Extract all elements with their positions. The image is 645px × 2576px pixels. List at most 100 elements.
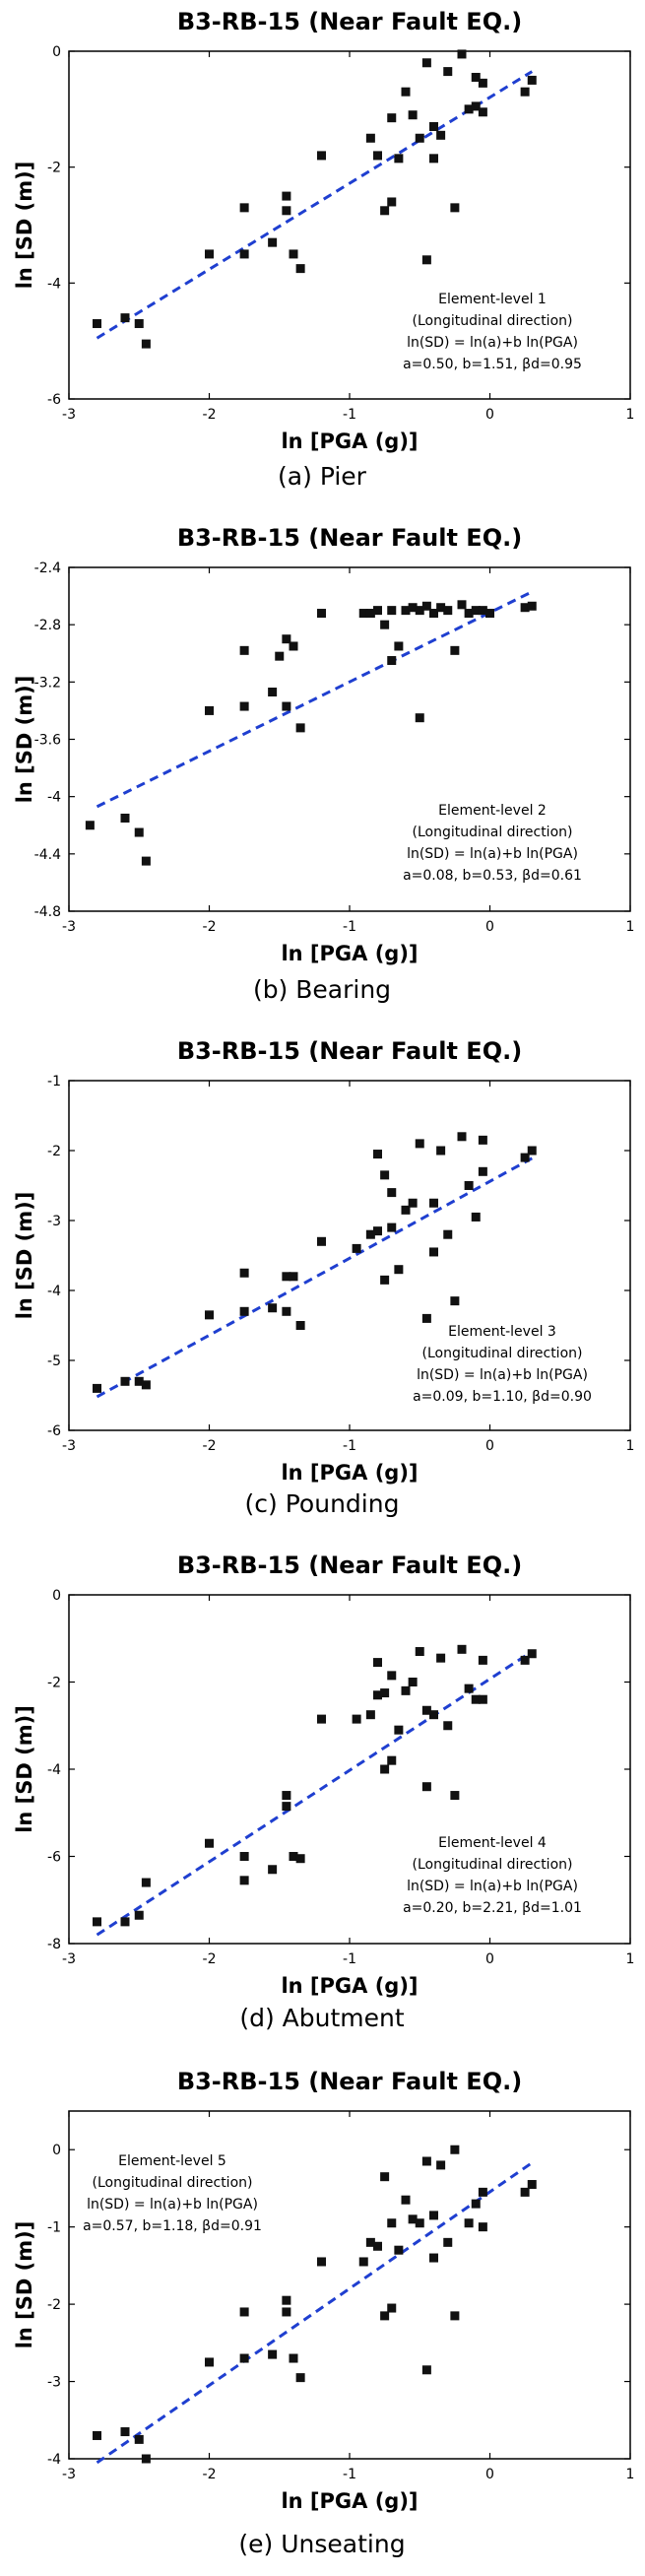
data-point [408,1198,418,1208]
data-point [436,130,446,140]
data-point [120,813,130,823]
data-point [239,203,249,213]
data-point [450,2145,460,2154]
annotation-line: ln(SD) = ln(a)+b ln(PGA) [87,2197,258,2213]
data-point [205,2357,214,2367]
data-point [365,2237,375,2247]
data-point [352,1243,361,1253]
data-point [387,197,397,207]
data-point [141,1878,151,1887]
data-point [120,1376,130,1386]
data-point [205,1310,214,1320]
x-tick-label: 1 [626,1951,635,1967]
data-point [295,1321,305,1330]
annotation-line: ln(SD) = ln(a)+b ln(PGA) [407,1879,578,1894]
data-point [464,104,474,114]
data-point [520,87,530,97]
data-point [443,1721,453,1731]
annotation-line: ln(SD) = ln(a)+b ln(PGA) [407,335,578,351]
annotation-line: ln(SD) = ln(a)+b ln(PGA) [417,1367,588,1383]
data-point [387,656,397,666]
annotation-line: (Longitudinal direction) [413,313,573,329]
panel-caption: (d) Abutment [239,2004,405,2032]
data-point [93,319,101,329]
data-point [527,601,537,611]
data-point [429,609,438,619]
data-point [268,237,278,247]
y-tick-label: -3.6 [34,733,61,749]
data-point [478,107,487,117]
data-point [282,634,291,644]
data-point [358,2257,368,2267]
data-point [387,606,397,616]
x-tick-label: -2 [203,407,217,423]
data-point [478,2222,487,2232]
regression-line [96,1650,534,1937]
data-point [141,2454,151,2464]
chart-title: B3-RB-15 (Near Fault EQ.) [177,8,522,35]
x-tick-label: 0 [485,2467,494,2482]
data-point [527,2180,537,2190]
data-point [239,1268,249,1278]
data-point [282,191,291,201]
data-point [373,1226,382,1236]
data-point [239,1852,249,1861]
panel-4: B3-RB-15 (Near Fault EQ.) -3 -2 -1 0 1 -8 -6 -4 -… [13,1552,634,2032]
y-tick-label: -4 [47,1284,61,1299]
x-tick-label: 0 [485,407,494,423]
y-tick-label: -2 [47,1676,61,1691]
y-tick-label: -4 [47,1762,61,1778]
data-point [408,2214,418,2224]
data-point [478,1694,487,1704]
data-point [394,2245,404,2255]
data-point [134,827,144,837]
data-point [295,1854,305,1864]
data-point [387,1671,397,1681]
data-point [268,688,278,697]
data-point [471,1212,481,1222]
data-point [380,1170,390,1180]
x-tick-label: 0 [485,919,494,935]
data-point [365,1229,375,1239]
data-point [275,651,285,661]
data-point [421,2156,431,2166]
x-tick-label: -2 [203,1438,217,1454]
data-point [239,1306,249,1316]
annotation-line: Element-level 2 [438,803,547,819]
data-point [85,821,95,830]
data-point [408,1678,418,1686]
x-tick-label: -1 [343,919,356,935]
data-point [421,2365,431,2375]
data-point [450,645,460,655]
y-axis-label: ln [SD (m)] [13,1192,36,1320]
y-tick-label: -2.4 [34,561,61,576]
annotation-line: Element-level 4 [438,1835,547,1851]
panel-caption: (a) Pier [278,462,367,491]
data-point [387,1222,397,1232]
annotation-line: a=0.09, b=1.10, βd=0.90 [413,1389,592,1405]
data-point [358,609,368,619]
data-point [421,1313,431,1323]
data-point [471,2199,481,2209]
data-point [317,1714,326,1724]
x-tick-label: -1 [343,1438,356,1454]
y-tick-label: -6 [47,1423,61,1439]
data-point [464,2218,474,2228]
data-point [387,113,397,123]
data-point [373,1658,382,1668]
data-point [478,2187,487,2197]
data-point [394,1725,404,1735]
y-tick-label: -3 [47,1214,61,1229]
y-tick-label: 0 [52,1588,61,1604]
x-tick-label: -3 [62,1438,76,1454]
panel-1: B3-RB-15 (Near Fault EQ.) -3 -2 -1 0 1 -6 -4 -2 0… [13,8,634,491]
data-point [471,72,481,82]
data-point [527,1649,537,1659]
data-point [134,2434,144,2444]
annotation-line: ln(SD) = ln(a)+b ln(PGA) [407,846,578,862]
data-point [295,723,305,733]
data-point [387,1188,397,1198]
annotation-line: a=0.08, b=0.53, βd=0.61 [403,868,582,884]
data-point [471,101,481,111]
x-tick-label: -3 [62,407,76,423]
